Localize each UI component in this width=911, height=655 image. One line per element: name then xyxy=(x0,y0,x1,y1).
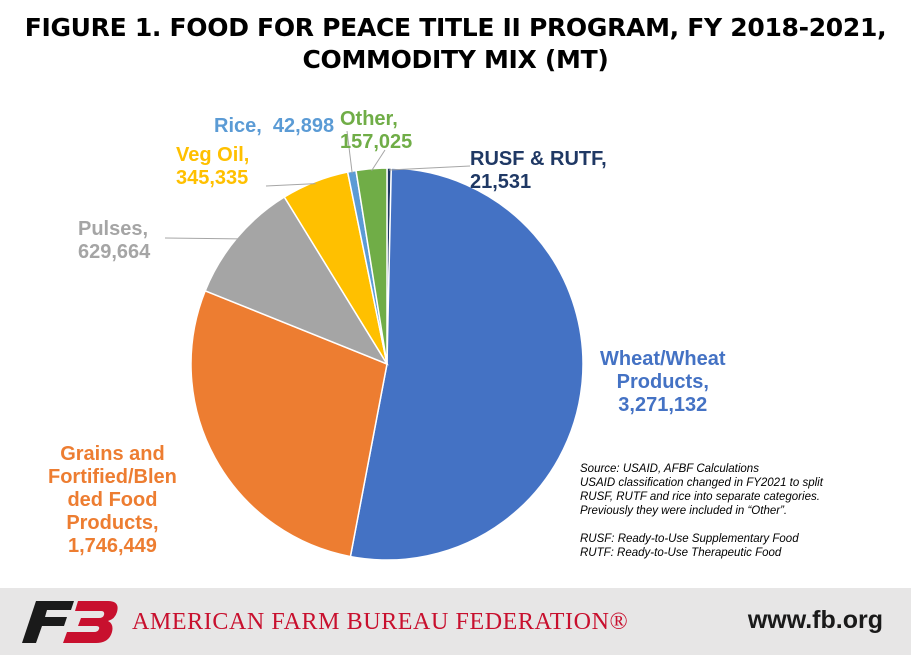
footer-bar: AMERICAN FARM BUREAU FEDERATION® www.fb.… xyxy=(0,588,911,655)
note-line: Previously they were included in “Other”… xyxy=(580,505,788,517)
slice-name: Grains and xyxy=(60,443,165,465)
slice-label: Rice, 42,898 xyxy=(214,115,334,138)
slice-value: 157,025 xyxy=(340,131,413,153)
note-line: Source: USAID, AFBF Calculations xyxy=(580,463,759,475)
slice-value: 42,898 xyxy=(261,115,335,137)
slice-name: ded Food xyxy=(67,489,158,511)
slice-name: Other, xyxy=(340,108,398,130)
leader-line xyxy=(389,165,471,171)
slice-value: 1,746,449 xyxy=(67,535,157,557)
slice-value: 345,335 xyxy=(176,167,249,189)
chart-notes: Source: USAID, AFBF Calculations USAID c… xyxy=(580,462,823,560)
note-line: RUSF, RUTF and rice into separate catego… xyxy=(580,491,820,503)
note-spacer xyxy=(580,518,823,532)
slice-name: Pulses, xyxy=(78,218,149,240)
fb-logo-icon xyxy=(22,601,118,643)
leader-line xyxy=(346,130,353,174)
slice-name: Fortified/Blen xyxy=(48,466,177,488)
slice-name: RUSF & RUTF, xyxy=(470,148,607,170)
organization-name: AMERICAN FARM BUREAU FEDERATION® xyxy=(132,609,629,635)
slice-value: 629,664 xyxy=(78,241,151,263)
leader-lines xyxy=(164,130,471,240)
slice-label: RUSF & RUTF, 21,531 xyxy=(470,148,607,194)
leader-line xyxy=(265,183,316,187)
slice-label: Grains and Fortified/Blen ded Food Products… xyxy=(48,443,177,558)
pie-chart xyxy=(164,130,584,561)
pie-slice xyxy=(190,289,388,558)
leader-line xyxy=(371,149,386,171)
slice-label: Pulses, 629,664 xyxy=(78,218,150,264)
slice-label: Wheat/Wheat Products, 3,271,132 xyxy=(600,348,726,417)
chart-title: FIGURE 1. FOOD FOR PEACE TITLE II PROGRA… xyxy=(0,12,911,76)
slice-value: 3,271,132 xyxy=(618,394,708,416)
pie-slices xyxy=(190,167,584,561)
slice-name: Wheat/Wheat xyxy=(600,348,726,370)
website-link[interactable]: www.fb.org xyxy=(747,606,883,634)
chart-title-line-1: FIGURE 1. FOOD FOR PEACE TITLE II PROGRA… xyxy=(24,13,887,42)
slice-value: 21,531 xyxy=(470,171,532,193)
note-line: USAID classification changed in FY2021 t… xyxy=(580,477,823,489)
note-line: RUSF: Ready-to-Use Supplementary Food xyxy=(580,533,799,545)
slice-label: Other, 157,025 xyxy=(340,108,412,154)
slice-name: Products, xyxy=(66,512,159,534)
note-line: RUTF: Ready-to-Use Therapeutic Food xyxy=(580,547,782,559)
slice-name: Rice, xyxy=(214,115,262,137)
pie-slice xyxy=(349,167,584,561)
pie-slice xyxy=(355,167,388,365)
slice-label: Veg Oil, 345,335 xyxy=(176,144,249,190)
pie-slice xyxy=(204,196,389,366)
slice-name: Veg Oil, xyxy=(176,144,250,166)
leader-line xyxy=(164,237,239,240)
slice-name: Products, xyxy=(616,371,709,393)
chart-title-line-2: COMMODITY MIX (MT) xyxy=(302,45,609,74)
